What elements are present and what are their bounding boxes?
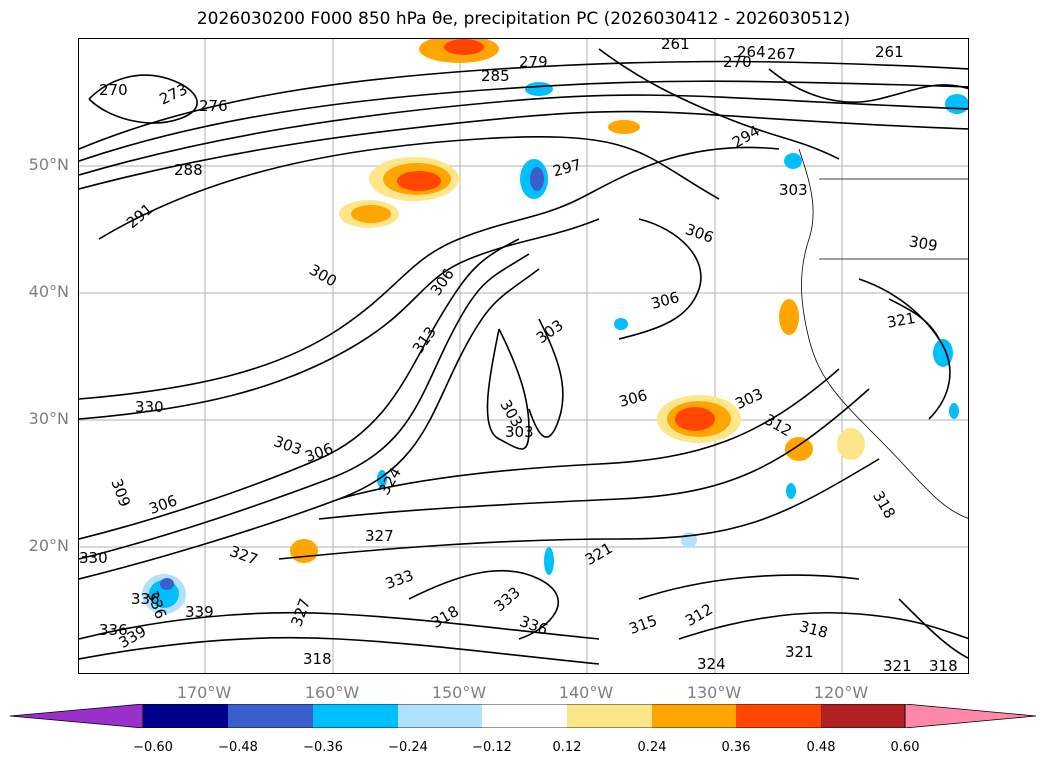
contour-label: 297: [551, 156, 583, 181]
contour-label: 264: [737, 43, 766, 61]
contour-label: 318: [428, 602, 462, 632]
colorbar-extend-high: [904, 704, 1036, 728]
contour-label: 306: [303, 439, 336, 466]
chart-title: 2026030200 F000 850 hPa θe, precipitatio…: [196, 9, 851, 29]
contour-label: 279: [519, 53, 548, 71]
coastline: [798, 148, 968, 519]
contour-label: 303: [533, 316, 567, 347]
lon-label-130w: 130°W: [686, 683, 742, 702]
contour-label: 330: [79, 549, 108, 567]
colorbar-tick: −0.60: [133, 740, 173, 755]
contour-label: 309: [908, 232, 939, 255]
colorbar-tick: −0.24: [388, 740, 428, 755]
contour-label: 321: [886, 309, 917, 332]
map-canvas: 270 273 276 288 291 261 264 267 270 261 …: [79, 39, 968, 674]
theta-e-contours: [79, 48, 968, 665]
colorbar-tick: 0.60: [890, 740, 920, 755]
contour-label: 324: [375, 464, 405, 498]
contour-label: 333: [490, 583, 524, 615]
contour-label: 312: [761, 410, 795, 440]
colorbar-tick: 0.36: [721, 740, 751, 755]
contour-label: 273: [157, 80, 191, 108]
colorbar: [10, 704, 1036, 728]
contour-label: 285: [481, 67, 510, 85]
contour-label: 327: [287, 596, 314, 629]
colorbar-tick: −0.12: [472, 740, 512, 755]
contour-label: 321: [883, 657, 912, 674]
contour-label: 306: [683, 220, 716, 247]
contour-label: 321: [785, 643, 814, 661]
contour-label: 336: [517, 612, 550, 639]
lat-label-30n: 30°N: [28, 409, 69, 428]
contour-label: 315: [627, 611, 660, 638]
lat-label-20n: 20°N: [28, 536, 69, 555]
contour-label: 327: [365, 527, 394, 545]
colorbar-tick: −0.36: [303, 740, 343, 755]
map-panel: 270 273 276 288 291 261 264 267 270 261 …: [78, 38, 969, 674]
contour-label: 312: [682, 600, 716, 630]
lon-label-150w: 150°W: [431, 683, 487, 702]
contour-label: 300: [306, 261, 340, 291]
contour-label: 327: [227, 542, 260, 569]
contour-label: 336: [99, 621, 128, 639]
contour-label-group: 270 273 276 288 291 261 264 267 270 261 …: [79, 39, 958, 674]
contour-label: 303: [732, 385, 766, 413]
contour-label: 270: [99, 81, 128, 99]
lon-label-140w: 140°W: [558, 683, 614, 702]
contour-label: 261: [875, 43, 904, 61]
gridlines: [79, 39, 968, 673]
contour-label: 313: [409, 323, 440, 357]
contour-label: 318: [869, 488, 899, 522]
lon-label-160w: 160°W: [304, 683, 360, 702]
contour-label: 306: [617, 386, 649, 411]
contour-label: 261: [661, 39, 690, 53]
lat-label-50n: 50°N: [28, 155, 69, 174]
contour-label: 318: [303, 650, 332, 668]
contour-label: 318: [929, 657, 958, 674]
contour-label: 291: [123, 200, 157, 232]
contour-label: 324: [697, 655, 726, 673]
contour-label: 303: [271, 432, 304, 459]
contour-label: 339: [185, 603, 214, 621]
colorbar-tick: −0.48: [218, 740, 258, 755]
lon-label-170w: 170°W: [176, 683, 232, 702]
precip-shading: [142, 39, 968, 614]
contour-label: 309: [107, 476, 134, 509]
contour-label: 267: [767, 45, 796, 63]
contour-label: 336: [131, 590, 160, 608]
colorbar-tick: 0.48: [806, 740, 836, 755]
contour-label: 303: [505, 423, 534, 441]
colorbar-tick: 0.24: [637, 740, 667, 755]
lon-label-120w: 120°W: [813, 683, 869, 702]
contour-label: 306: [427, 265, 458, 299]
contour-label: 306: [649, 288, 681, 313]
colorbar-tick: 0.12: [552, 740, 582, 755]
contour-label: 270: [723, 53, 752, 71]
lat-label-40n: 40°N: [28, 282, 69, 301]
contour-label: 276: [199, 97, 228, 115]
contour-label: 288: [174, 161, 203, 179]
contour-label: 330: [135, 398, 164, 416]
contour-label: 306: [147, 491, 180, 518]
contour-label: 333: [383, 566, 416, 593]
colorbar-extend-low: [10, 704, 144, 728]
contour-label: 318: [797, 617, 829, 642]
contour-label: 303: [779, 181, 808, 199]
